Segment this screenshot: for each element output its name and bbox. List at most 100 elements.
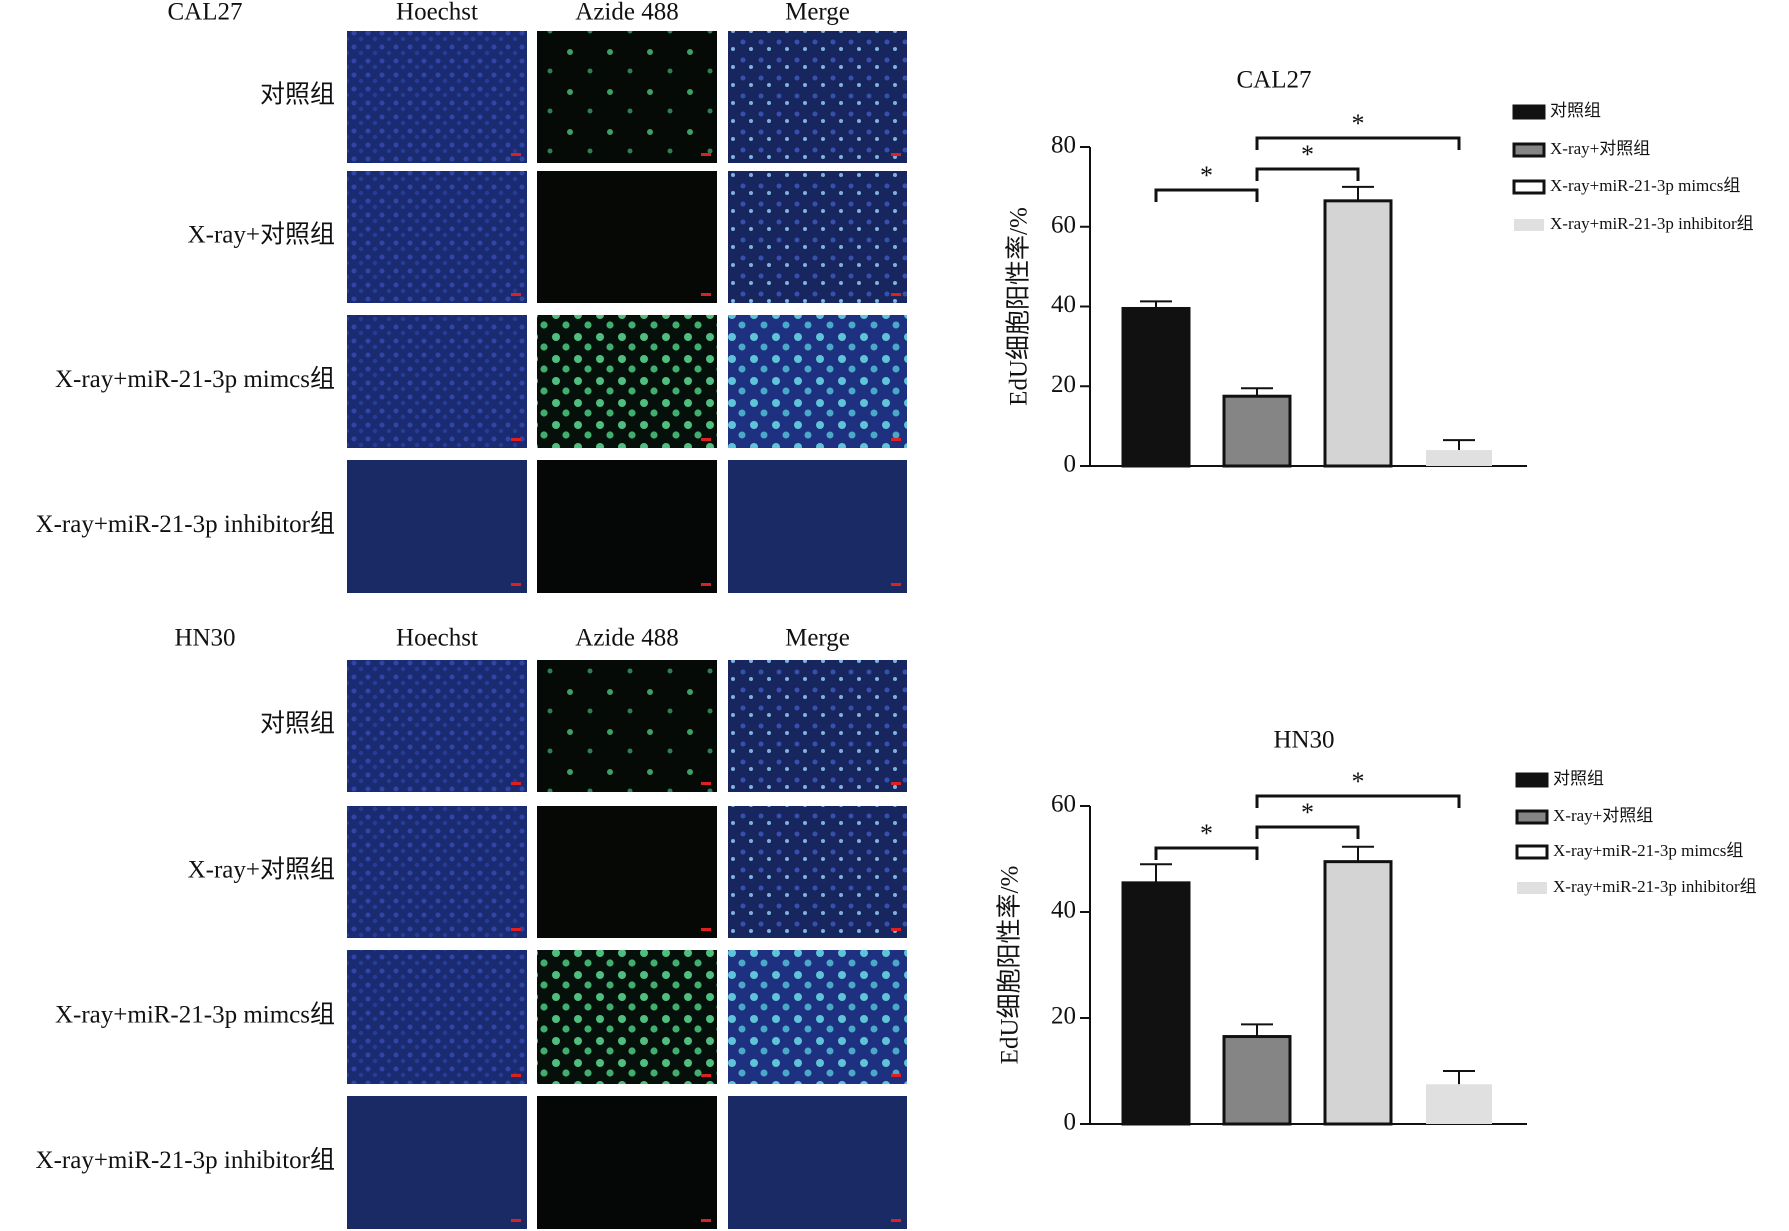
y-tick-label: 20: [1051, 1003, 1076, 1030]
scale-bar: [701, 782, 711, 785]
scale-bar: [701, 583, 711, 586]
micrograph: [728, 660, 907, 792]
scale-bar: [701, 438, 711, 441]
significance-bracket: [1255, 167, 1360, 181]
panel-title: CAL27: [168, 0, 243, 26]
scale-bar: [701, 293, 711, 296]
legend-label: X-ray+miR-21-3p mimcs组: [1553, 841, 1743, 860]
micrograph: [728, 171, 907, 303]
legend-label: X-ray+miR-21-3p inhibitor组: [1550, 214, 1754, 233]
row-label: X-ray+miR-21-3p mimcs组: [55, 1001, 335, 1029]
legend-swatch: [1515, 809, 1549, 825]
legend-swatch: [1512, 179, 1546, 195]
micrograph: [347, 950, 527, 1084]
micrograph: [347, 171, 527, 303]
y-axis-label: EdU细胞阳性率/%: [1005, 207, 1033, 406]
micrograph: [537, 460, 717, 593]
column-header: Merge: [785, 625, 850, 652]
scale-bar: [891, 583, 901, 586]
y-tick-label: 80: [1051, 132, 1076, 159]
micrograph: [537, 31, 717, 163]
column-header: Hoechst: [396, 625, 478, 652]
micrograph: [347, 31, 527, 163]
micrograph: [347, 460, 527, 593]
y-tick-label: 40: [1051, 291, 1076, 318]
micrograph: [728, 31, 907, 163]
scale-bar: [891, 782, 901, 785]
scale-bar: [891, 1074, 901, 1077]
legend-label: 对照组: [1550, 101, 1601, 120]
legend-swatch: [1517, 882, 1547, 894]
significance-bracket: [1255, 825, 1360, 839]
scale-bar: [891, 1219, 901, 1222]
legend-label: 对照组: [1553, 769, 1604, 788]
legend-swatch: [1514, 219, 1544, 231]
micrograph: [728, 1096, 907, 1229]
bar: [1426, 450, 1492, 466]
scale-bar: [891, 928, 901, 931]
legend-label: X-ray+miR-21-3p inhibitor组: [1553, 877, 1757, 896]
micrograph: [347, 1096, 527, 1229]
significance-bracket: [1154, 188, 1259, 202]
row-label: X-ray+对照组: [188, 221, 335, 249]
row-label: X-ray+miR-21-3p inhibitor组: [36, 510, 335, 538]
scale-bar: [701, 928, 711, 931]
y-tick-label: 0: [1064, 451, 1077, 478]
scale-bar: [511, 583, 521, 586]
column-header: Azide 488: [575, 0, 678, 26]
scale-bar: [891, 438, 901, 441]
column-header: Merge: [785, 0, 850, 26]
legend-swatch: [1515, 844, 1549, 860]
bar: [1222, 394, 1292, 468]
significance-label: *: [1200, 819, 1213, 848]
bar: [1121, 881, 1191, 1126]
scale-bar: [511, 1219, 521, 1222]
y-tick-label: 60: [1051, 211, 1076, 238]
y-tick-label: 60: [1051, 791, 1076, 818]
micrograph: [537, 660, 717, 792]
micrograph: [537, 806, 717, 938]
significance-label: *: [1352, 109, 1365, 138]
row-label: X-ray+miR-21-3p inhibitor组: [36, 1146, 335, 1174]
legend-label: X-ray+对照组: [1553, 806, 1653, 825]
legend-swatch: [1515, 772, 1549, 788]
panel-title: HN30: [174, 625, 235, 652]
scale-bar: [701, 1219, 711, 1222]
legend-label: X-ray+miR-21-3p mimcs组: [1550, 176, 1740, 195]
scale-bar: [891, 153, 901, 156]
bar: [1426, 1084, 1492, 1124]
micrograph: [537, 1096, 717, 1229]
significance-label: *: [1200, 161, 1213, 190]
micrograph: [728, 806, 907, 938]
bar: [1323, 860, 1393, 1126]
micrograph: [537, 950, 717, 1084]
scale-bar: [701, 1074, 711, 1077]
micrograph: [347, 806, 527, 938]
micrograph: [537, 171, 717, 303]
scale-bar: [511, 153, 521, 156]
row-label: 对照组: [260, 81, 335, 109]
column-header: Hoechst: [396, 0, 478, 26]
legend-swatch: [1512, 142, 1546, 158]
micrograph: [347, 660, 527, 792]
micrograph: [728, 315, 907, 448]
significance-bracket: [1255, 136, 1461, 150]
y-tick-label: 40: [1051, 897, 1076, 924]
scale-bar: [511, 1074, 521, 1077]
micrograph: [728, 950, 907, 1084]
y-axis-label: EdU细胞阳性率/%: [996, 866, 1024, 1065]
column-header: Azide 488: [575, 625, 678, 652]
significance-label: *: [1352, 767, 1365, 796]
row-label: X-ray+对照组: [188, 856, 335, 884]
legend-label: X-ray+对照组: [1550, 139, 1650, 158]
row-label: 对照组: [260, 710, 335, 738]
bar: [1121, 306, 1191, 468]
y-tick-label: 20: [1051, 371, 1076, 398]
bar: [1323, 199, 1393, 468]
row-label: X-ray+miR-21-3p mimcs组: [55, 365, 335, 393]
scale-bar: [511, 293, 521, 296]
chart-title: HN30: [1273, 727, 1334, 754]
micrograph: [728, 460, 907, 593]
legend-swatch: [1512, 104, 1546, 120]
